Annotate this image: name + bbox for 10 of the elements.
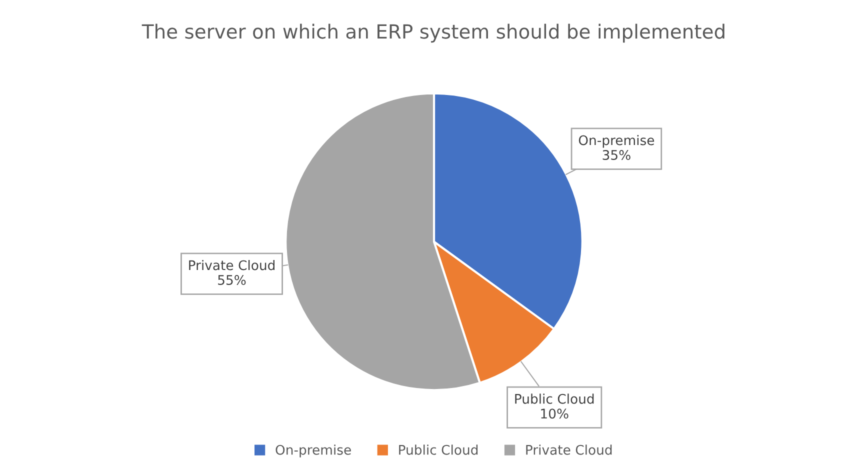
data-label: 35% [602, 150, 630, 160]
legend-label: Private Cloud [526, 444, 612, 455]
data-label: 55% [218, 275, 246, 285]
legend-label: Public Cloud [399, 444, 478, 455]
data-label: 10% [541, 408, 568, 419]
legend-label: On-premise [276, 444, 351, 458]
chart-title: The server on which an ERP system should be implemented [142, 24, 724, 43]
slice-label: Private Cloud [189, 260, 274, 270]
slice-label: Public Cloud [515, 394, 594, 404]
slice-label: On-premise [578, 135, 654, 148]
